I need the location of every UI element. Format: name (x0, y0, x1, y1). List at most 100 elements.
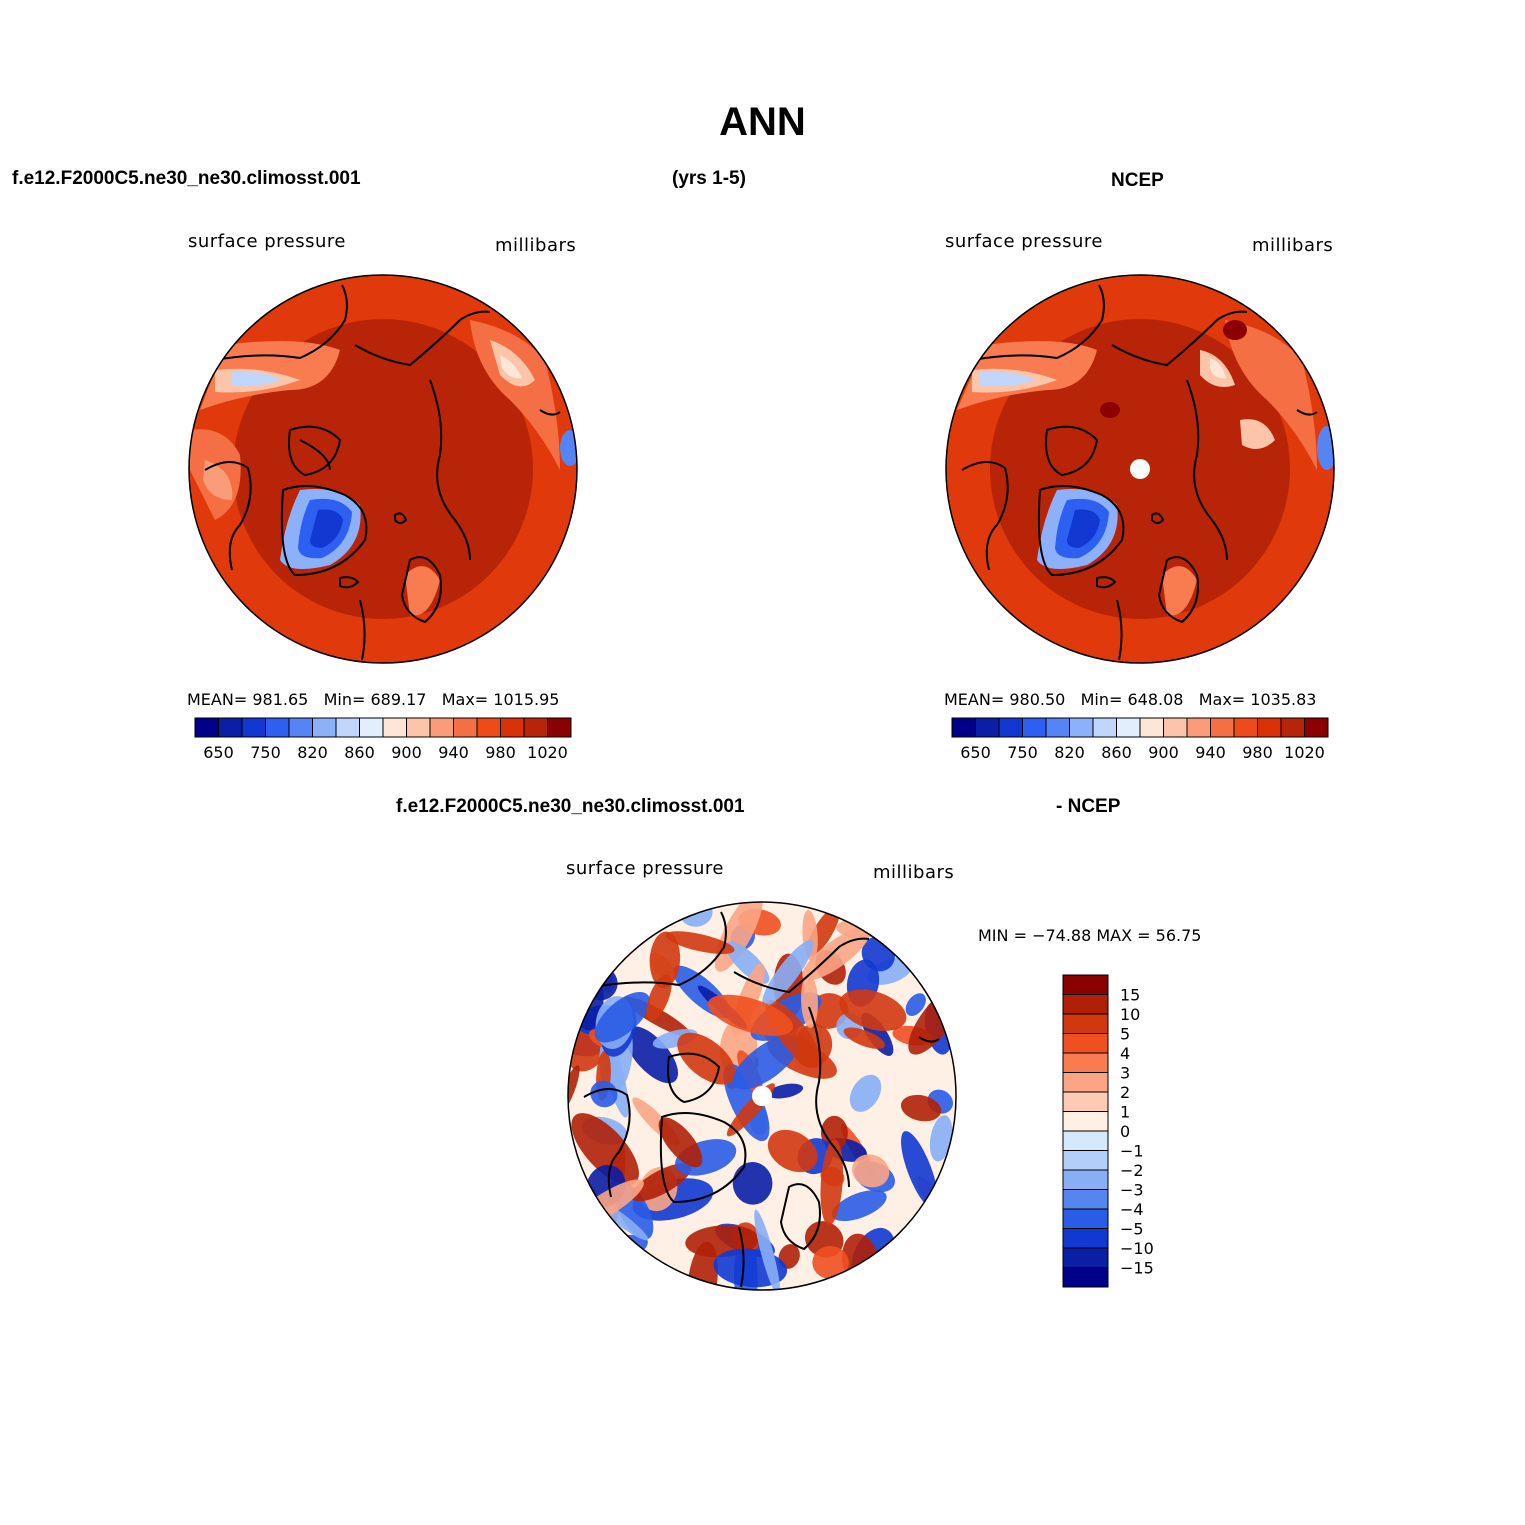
panel2-colorbar-tick-label: 940 (1195, 743, 1226, 762)
panel1-units-label: millibars (495, 235, 577, 256)
panel2-map (946, 275, 1334, 663)
panel2-colorbar-swatch-13 (1257, 717, 1282, 738)
panel2-colorbar-tick-label: 750 (1007, 743, 1038, 762)
difference-colorbar-tick-label: 4 (1120, 1044, 1130, 1063)
panel1-stats: MEAN= 981.65 Min= 689.17 Max= 1015.95 (187, 690, 560, 709)
panel1-max: 1015.95 (493, 690, 560, 709)
difference-pattern-blob (801, 973, 818, 1028)
panel1-colorbar-swatch-1 (218, 717, 243, 738)
panel2-colorbar-swatch-4 (1045, 717, 1070, 738)
difference-colorbar-swatch-4 (1062, 1052, 1109, 1073)
panel1-colorbar-swatch-13 (500, 717, 525, 738)
panel1-min: 689.17 (370, 690, 427, 709)
panel1-colorbar: 650 750 820 860 900 940 980 1020 (194, 717, 572, 762)
difference-pattern-blob (812, 1246, 849, 1280)
difference-pattern-blob (932, 959, 956, 982)
difference-pattern-blob (820, 1115, 848, 1150)
panel2-colorbar-swatch-9 (1163, 717, 1188, 738)
difference-pattern-blob (905, 993, 926, 1016)
panel2-variable-label: surface pressure (945, 231, 1103, 252)
difference-pattern-blob (888, 1248, 936, 1290)
panel3-map (568, 902, 956, 1290)
difference-colorbar-swatch-11 (1062, 1189, 1109, 1210)
difference-colorbar-swatch-13 (1062, 1228, 1109, 1249)
panel1-colorbar-swatch-14 (523, 717, 548, 738)
difference-pattern-blob (707, 994, 794, 1036)
difference-pattern-blob (916, 902, 956, 918)
difference-pattern-blob (732, 1162, 773, 1205)
difference-colorbar-swatch-2 (1062, 1013, 1109, 1034)
panel2-stats: MEAN= 980.50 Min= 648.08 Max= 1035.83 (944, 690, 1317, 709)
difference-pattern-blob (849, 1074, 882, 1112)
difference-pattern-blob (852, 1154, 890, 1188)
difference-pattern-blob (581, 918, 619, 939)
difference-colorbar-tick-label: 1 (1120, 1103, 1130, 1122)
difference-pattern-blob (658, 1117, 703, 1168)
panel2-colorbar-swatch-8 (1139, 717, 1164, 738)
panel1-colorbar-swatch-3 (265, 717, 290, 738)
difference-pattern-blob (665, 931, 735, 954)
difference-pattern-blob (831, 1190, 887, 1222)
panel2-colorbar-swatch-0 (951, 717, 976, 738)
panel3-units-label: millibars (873, 862, 955, 883)
difference-pattern-blob (732, 1035, 799, 1090)
difference-pattern-blob (843, 1027, 885, 1049)
panel1-colorbar-swatch-6 (335, 717, 360, 738)
difference-colorbar-swatch-10 (1062, 1169, 1109, 1190)
panel2-colorbar-swatch-1 (975, 717, 1000, 738)
difference-pattern-blob (590, 1080, 618, 1108)
panel3-variable-label: surface pressure (566, 858, 724, 879)
difference-colorbar-tick-label: 15 (1120, 986, 1140, 1005)
difference-pattern-blob (820, 1139, 844, 1226)
panel1-colorbar-tick-label: 940 (438, 743, 469, 762)
panel2-colorbar-swatch-7 (1116, 717, 1141, 738)
panel1-map (189, 275, 577, 663)
top-left-header: f.e12.F2000C5.ne30_ne30.climosst.001 (12, 168, 361, 189)
panel2-colorbar-swatch-6 (1092, 717, 1117, 738)
difference-colorbar-swatch-9 (1062, 1150, 1109, 1171)
difference-colorbar-tick-label: −2 (1120, 1161, 1144, 1180)
panel1-colorbar-swatch-15 (547, 717, 572, 738)
panel1-colorbar-swatch-5 (312, 717, 337, 738)
difference-colorbar-swatch-14 (1062, 1247, 1109, 1268)
panel2-colorbar-tick-label: 820 (1054, 743, 1085, 762)
panel2-units-label: millibars (1252, 235, 1334, 256)
panel2-colorbar: 650 750 820 860 900 940 980 1020 (951, 717, 1329, 762)
panel1-colorbar-tick-label: 750 (250, 743, 281, 762)
difference-pattern-blob (839, 989, 907, 1032)
panel2-colorbar-tick-label: 900 (1148, 743, 1179, 762)
panel3-coastlines (583, 911, 940, 1288)
difference-colorbar-swatch-15 (1062, 1267, 1109, 1288)
difference-colorbar-tick-label: −4 (1120, 1200, 1144, 1219)
difference-pattern-blob (580, 1241, 618, 1282)
difference-colorbar-tick-label: −15 (1120, 1259, 1154, 1278)
panel2-coastlines (961, 284, 1318, 661)
panel2-colorbar-tick-label: 980 (1242, 743, 1273, 762)
panel1-colorbar-swatch-12 (476, 717, 501, 738)
panel2-map-border (945, 274, 1335, 664)
difference-colorbar-tick-label: 0 (1120, 1122, 1130, 1141)
difference-colorbar-swatch-8 (1062, 1130, 1109, 1151)
panel1-colorbar-swatch-8 (382, 717, 407, 738)
difference-colorbar-tick-label: −10 (1120, 1239, 1154, 1258)
difference-pattern-blob (631, 1163, 692, 1202)
panel1-colorbar-tick-label: 1020 (527, 743, 568, 762)
panel1-colorbar-swatch-9 (406, 717, 431, 738)
difference-colorbar-swatch-7 (1062, 1111, 1109, 1132)
difference-pattern-blob (900, 1094, 942, 1122)
top-center-header: (yrs 1-5) (672, 168, 746, 189)
panel2-mean: 980.50 (1009, 690, 1066, 709)
difference-colorbar-swatch-3 (1062, 1033, 1109, 1054)
difference-colorbar-tick-label: −5 (1120, 1220, 1144, 1239)
panel1-colorbar-tick-label: 980 (485, 743, 516, 762)
difference-pattern-blob (571, 1113, 639, 1186)
panel2-colorbar-swatch-12 (1233, 717, 1258, 738)
difference-pattern-blob (594, 991, 650, 1043)
difference-colorbar-tick-label: −1 (1120, 1142, 1144, 1161)
panel1-map-border (188, 274, 578, 664)
panel2-colorbar-swatch-10 (1186, 717, 1211, 738)
panel2-colorbar-swatch-11 (1210, 717, 1235, 738)
panel3-map-border (567, 901, 957, 1291)
